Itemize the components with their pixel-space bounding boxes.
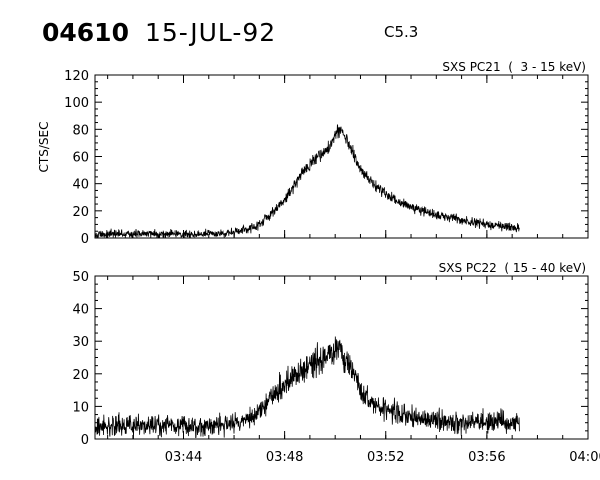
y-tick-label: 100: [64, 96, 89, 111]
y-tick-label: 80: [72, 123, 89, 138]
goes-class: C5.3: [384, 23, 419, 41]
y-tick-label: 50: [72, 270, 89, 285]
y-tick-label: 0: [81, 232, 89, 247]
x-tick-label: 03:48: [266, 450, 303, 465]
panel-title: SXS PC22 ( 15 - 40 keV): [439, 261, 586, 275]
axes: 0 10 20 30 40 50 03:44 03:48 03:52 03:56 04:00: [72, 270, 600, 465]
series-line: [94, 336, 520, 440]
y-tick-label: 20: [72, 368, 89, 383]
x-tick-label: 03:52: [367, 450, 404, 465]
event-id: 04610: [42, 18, 129, 47]
y-tick-label: 120: [64, 69, 89, 84]
y-tick-label: 40: [72, 178, 89, 193]
y-tick-label: 10: [72, 400, 89, 415]
panel-pc21: SXS PC21 ( 3 - 15 keV) CTS/SEC 0 20 40 60 80…: [37, 60, 589, 247]
panel-pc22: SXS PC22 ( 15 - 40 keV) 0 10 20 30 40 50 03:44…: [72, 261, 600, 465]
x-tick-label: 03:44: [165, 450, 202, 465]
y-tick-label: 40: [72, 303, 89, 318]
axes: 0 20 40 60 80 100 120: [64, 69, 589, 247]
event-date: 15-JUL-92: [145, 18, 277, 47]
series-line: [94, 124, 520, 239]
y-tick-label: 30: [72, 335, 89, 350]
plot-frame: [94, 74, 589, 239]
panel-title: SXS PC21 ( 3 - 15 keV): [442, 60, 586, 74]
y-tick-label: 60: [72, 151, 89, 166]
y-tick-label: 0: [81, 433, 89, 448]
x-tick-label: 03:56: [468, 450, 505, 465]
y-axis-label: CTS/SEC: [37, 122, 51, 173]
y-tick-label: 20: [72, 205, 89, 220]
x-tick-label: 04:00: [569, 450, 600, 465]
